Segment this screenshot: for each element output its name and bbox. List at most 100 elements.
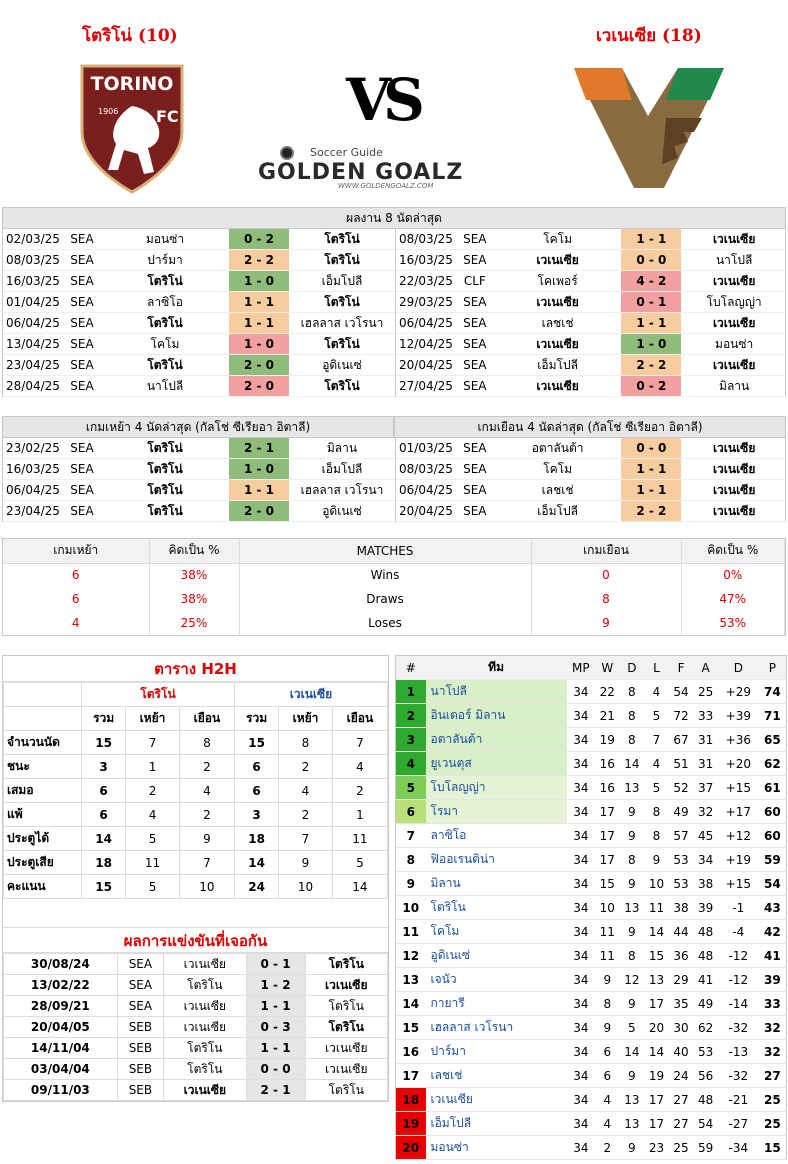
past-away: เวเนเซีย [304,974,389,996]
match-away: โตริโน่ [324,253,360,267]
match-away: เวเนเซีย [712,504,756,518]
standings-team: โตริโน [425,895,567,920]
match-comp: SEA [463,379,487,393]
match-date: 29/03/25 [399,295,453,309]
svg-text:FC: FC [156,107,179,126]
standings-w: 17 [594,823,620,848]
standings-team: อินเตอร์ มิลาน [425,703,567,728]
match-home: เอ็มโปลี [537,504,578,518]
h2h-cell: 11 [331,826,389,851]
standings-a: 48 [693,919,718,944]
soccer-ball-icon [280,146,294,160]
standings-a: 45 [693,823,718,848]
match-away: เฮลลาส เวโรนา [300,316,384,330]
standings-points: 43 [758,895,787,920]
standings-gd: -21 [717,1087,759,1112]
standings-points: 33 [758,991,787,1016]
match-home: เอ็มโปลี [537,358,578,372]
last8-panel: ผลงาน 8 นัดล่าสุด 02/03/25 SEA มอนซ่า 0 - 2… [2,207,787,397]
match-row: 12/04/25 SEA เวเนเซีย 1 - 0 มอนซ่า [396,334,787,355]
standings-a: 33 [693,703,718,728]
match-away: อูดิเนเซ่ [322,504,362,518]
match-comp: SEA [463,504,487,518]
standings-gd: +36 [717,727,759,752]
past-match-row: 20/04/05 SEB เวเนเซีย 0 - 3 โตริโน [3,1016,389,1038]
standings-f: 38 [668,895,694,920]
match-row: 20/04/25 SEA เอ็มโปลี 2 - 2 เวเนเซีย [396,355,787,376]
standings-points: 61 [758,775,787,800]
match-away: เฮลลาส เวโรนา [300,483,384,497]
match-home: อตาลันต้า [531,441,584,455]
standings-mp: 34 [566,1039,595,1064]
standings-f: 53 [668,847,694,872]
past-comp: SEB [116,1037,165,1059]
summary-label: Wins [239,563,532,587]
standings-a: 59 [693,1135,718,1160]
match-home: โตริโน่ [147,316,183,330]
match-score: 0 - 1 [621,292,682,312]
standings-f: 49 [668,799,694,824]
past-match-row: 28/09/21 SEA เวเนเซีย 1 - 1 โตริโน [3,995,389,1017]
brand-logo: Soccer Guide GOLDEN GOALZ WWW.GOLDENGOAL… [258,142,524,192]
standings-d: 9 [619,823,645,848]
standings-gd: -4 [717,919,759,944]
match-away: โตริโน่ [324,379,360,393]
match-date: 06/04/25 [6,483,60,497]
standings-f: 24 [668,1063,694,1088]
standings-row: 8 ฟิออเรนติน่า 34 17 8 9 53 34 +19 59 [395,847,787,872]
standings-a: 37 [693,775,718,800]
h2h-row-label: ชนะ [3,754,82,779]
match-home: โคโม [150,337,180,351]
standings-pos: 6 [395,799,426,824]
standings-mp: 34 [566,871,595,896]
standings-col-header: W [594,655,620,680]
match-score: 4 - 2 [621,271,682,291]
standings-l: 15 [644,943,669,968]
standings-mp: 34 [566,919,595,944]
standings-w: 15 [594,871,620,896]
standings-l: 23 [644,1135,669,1160]
match-home: นาโปลี [146,379,184,393]
last8-away-list: 08/03/25 SEA โคโม 1 - 1 เวเนเซีย 16/03/25 SEA เ… [395,229,787,397]
last4-home-list: 23/02/25 SEA โตริโน่ 2 - 1 มิลาน 16/03/25 SEA โ… [3,438,395,522]
standings-row: 14 กายารี 34 8 9 17 35 49 -14 33 [395,991,787,1016]
h2h-col-header: เยือน [331,706,389,731]
match-comp: SEA [70,504,94,518]
h2h-row: ชนะ 3 1 2 6 2 4 [3,754,389,779]
h2h-cell: 6 [80,802,127,827]
summary-home-val: 4 [3,611,150,635]
match-away: เวเนเซีย [712,316,756,330]
h2h-cell: 4 [178,778,235,803]
standings-gd: -14 [717,991,759,1016]
standings-a: 34 [693,847,718,872]
standings-w: 16 [594,751,620,776]
standings-mp: 34 [566,1135,595,1160]
standings-w: 6 [594,1039,620,1064]
standings-w: 4 [594,1087,620,1112]
match-row: 20/04/25 SEA เอ็มโปลี 2 - 2 เวเนเซีย [396,501,787,522]
standings-gd: -1 [717,895,759,920]
summary-label: Loses [239,611,532,635]
past-date: 09/11/03 [3,1079,118,1101]
standings-f: 52 [668,775,694,800]
standings-pos: 1 [395,679,426,704]
standings-l: 14 [644,1039,669,1064]
match-score: 1 - 1 [621,480,682,500]
standings-col-header: P [758,655,787,680]
standings-team: อูดิเนเซ่ [425,943,567,968]
standings-points: 32 [758,1039,787,1064]
torino-logo: TORINO 1906 FC [80,64,184,194]
h2h-row-label: ประตูได้ [3,826,82,851]
match-home: มอนซ่า [145,232,185,246]
h2h-cell: 6 [233,754,280,779]
standings-row: 3 อตาลันต้า 34 19 8 7 67 31 +36 65 [395,727,787,752]
standings-team: เลชเช่ [425,1063,567,1088]
standings-l: 13 [644,967,669,992]
match-score: 2 - 2 [621,501,682,521]
standings-w: 22 [594,679,620,704]
past-date: 14/11/04 [3,1037,118,1059]
h2h-cell: 1 [125,754,180,779]
match-away: โบโลญญ่า [706,295,762,309]
h2h-cell: 2 [278,802,333,827]
standings-d: 9 [619,991,645,1016]
